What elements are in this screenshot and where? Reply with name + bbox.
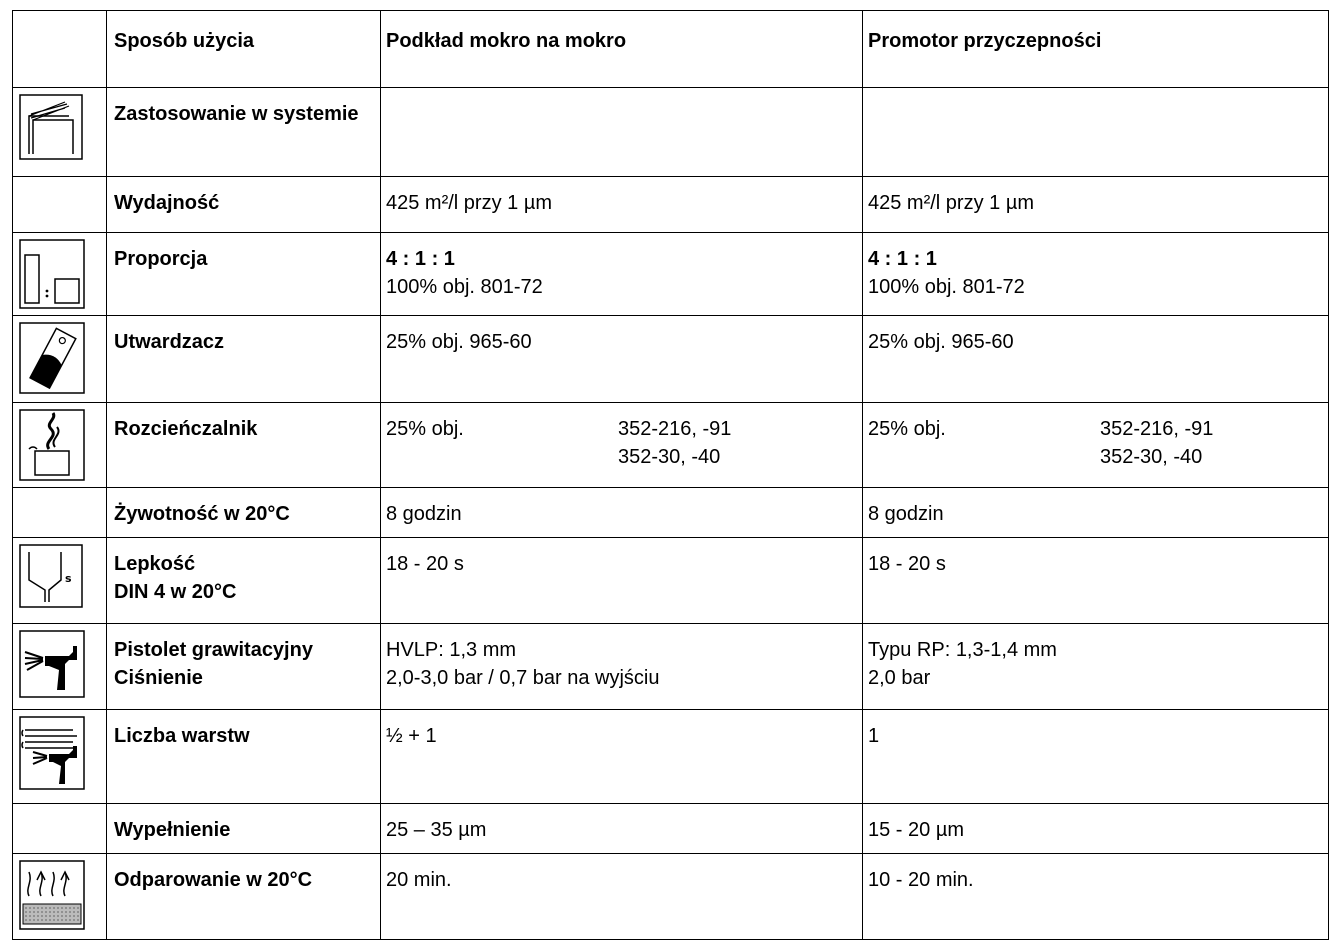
system-layers-icon: [19, 94, 83, 160]
flash-label: Odparowanie w 20°C: [106, 853, 381, 940]
mixing-ratio-icon: [19, 239, 85, 309]
ratio-2-text: 100% obj. 801-72: [868, 276, 1025, 298]
film-value-1: 25 – 35 µm: [380, 803, 863, 854]
thinner-value-2: 25% obj. 352-216, -91 352-30, -40: [862, 402, 1329, 488]
gun-2-pressure: 2,0 bar: [868, 667, 931, 689]
yield-icon-cell: [12, 176, 107, 233]
ratio-1-text: 100% obj. 801-72: [386, 276, 543, 298]
gun-value-1: HVLP: 1,3 mm 2,0-3,0 bar / 0,7 bar na wy…: [380, 623, 863, 710]
hardener-label: Utwardzacz: [106, 315, 381, 403]
system-icon-cell: [12, 87, 107, 177]
flash-icon-cell: [12, 853, 107, 940]
hardener-icon-cell: [12, 315, 107, 403]
coats-value-1: ½ + 1: [380, 709, 863, 804]
thinner-2-codes: 352-216, -91 352-30, -40: [1100, 415, 1213, 471]
spray-gun-icon: [19, 630, 85, 698]
viscosity-cup-icon: s: [19, 544, 83, 608]
thinner-icon: [19, 409, 85, 481]
thinner-icon-cell: [12, 402, 107, 488]
gun-2-nozzle: Typu RP: 1,3-1,4 mm: [868, 639, 1057, 661]
thinner-1-codes: 352-216, -91 352-30, -40: [618, 415, 731, 471]
gun-icon-cell: [12, 623, 107, 710]
potlife-label: Żywotność w 20°C: [106, 487, 381, 538]
gun-label: Pistolet grawitacyjny Ciśnienie: [106, 623, 381, 710]
film-label: Wypełnienie: [106, 803, 381, 854]
row-thinner: Rozcieńczalnik 25% obj. 352-216, -91 352…: [12, 402, 1329, 488]
viscosity-value-2: 18 - 20 s: [862, 537, 1329, 624]
thinner-label: Rozcieńczalnik: [106, 402, 381, 488]
thinner-1-amount: 25% obj.: [386, 418, 464, 440]
yield-label: Wydajność: [106, 176, 381, 233]
film-icon-cell: [12, 803, 107, 854]
viscosity-icon-cell: s: [12, 537, 107, 624]
ratio-value-1: 4 : 1 : 1 100% obj. 801-72: [380, 232, 863, 316]
potlife-value-1: 8 godzin: [380, 487, 863, 538]
thinner-value-1: 25% obj. 352-216, -91 352-30, -40: [380, 402, 863, 488]
thinner-2-code-b: 352-30, -40: [1100, 446, 1203, 468]
gun-label-line1: Pistolet grawitacyjny: [114, 639, 313, 661]
row-film: Wypełnienie 25 – 35 µm 15 - 20 µm: [12, 803, 1329, 854]
flash-off-icon: [19, 860, 85, 930]
viscosity-value-1: 18 - 20 s: [380, 537, 863, 624]
header-usage: Sposób użycia: [106, 10, 381, 88]
hardener-value-1: 25% obj. 965-60: [380, 315, 863, 403]
header-icon-cell: [12, 10, 107, 88]
gun-1-nozzle: HVLP: 1,3 mm: [386, 639, 517, 661]
film-value-2: 15 - 20 µm: [862, 803, 1329, 854]
row-flash: Odparowanie w 20°C 20 min. 10 - 20 min.: [12, 853, 1329, 940]
gun-label-line2: Ciśnienie: [114, 667, 203, 689]
row-viscosity: s Lepkość DIN 4 w 20°C 18 - 20 s 18 - 20…: [12, 537, 1329, 624]
row-system: Zastosowanie w systemie: [12, 87, 1329, 177]
row-potlife: Żywotność w 20°C 8 godzin 8 godzin: [12, 487, 1329, 538]
ratio-1-bold: 4 : 1 : 1: [386, 248, 455, 270]
thinner-2-amount: 25% obj.: [868, 418, 946, 440]
system-value-2: [862, 87, 1329, 177]
row-yield: Wydajność 425 m²/l przy 1 µm 425 m²/l pr…: [12, 176, 1329, 233]
row-gun: Pistolet grawitacyjny Ciśnienie HVLP: 1,…: [12, 623, 1329, 710]
row-ratio: Proporcja 4 : 1 : 1 100% obj. 801-72 4 :…: [12, 232, 1329, 316]
table-header-row: Sposób użycia Podkład mokro na mokro Pro…: [12, 10, 1329, 88]
header-product-1: Podkład mokro na mokro: [380, 10, 863, 88]
potlife-value-2: 8 godzin: [862, 487, 1329, 538]
svg-text:s: s: [65, 572, 72, 585]
viscosity-label: Lepkość DIN 4 w 20°C: [106, 537, 381, 624]
yield-value-1: 425 m²/l przy 1 µm: [380, 176, 863, 233]
system-label: Zastosowanie w systemie: [106, 87, 381, 177]
thinner-1-code-b: 352-30, -40: [618, 446, 721, 468]
thinner-2-code-a: 352-216, -91: [1100, 418, 1214, 440]
ratio-value-2: 4 : 1 : 1 100% obj. 801-72: [862, 232, 1329, 316]
application-table: Sposób użycia Podkład mokro na mokro Pro…: [12, 10, 1329, 940]
coats-label: Liczba warstw: [106, 709, 381, 804]
gun-value-2: Typu RP: 1,3-1,4 mm 2,0 bar: [862, 623, 1329, 710]
ratio-2-bold: 4 : 1 : 1: [868, 248, 937, 270]
potlife-icon-cell: [12, 487, 107, 538]
flash-value-1: 20 min.: [380, 853, 863, 940]
system-value-1: [380, 87, 863, 177]
coats-icon-cell: [12, 709, 107, 804]
viscosity-label-line2: DIN 4 w 20°C: [114, 581, 237, 603]
hardener-can-icon: [19, 322, 85, 394]
row-hardener: Utwardzacz 25% obj. 965-60 25% obj. 965-…: [12, 315, 1329, 403]
header-product-2: Promotor przyczepności: [862, 10, 1329, 88]
viscosity-label-line1: Lepkość: [114, 553, 196, 575]
flash-value-2: 10 - 20 min.: [862, 853, 1329, 940]
spray-coats-icon: [19, 716, 85, 790]
hardener-value-2: 25% obj. 965-60: [862, 315, 1329, 403]
ratio-label: Proporcja: [106, 232, 381, 316]
coats-value-2: 1: [862, 709, 1329, 804]
yield-value-2: 425 m²/l przy 1 µm: [862, 176, 1329, 233]
ratio-icon-cell: [12, 232, 107, 316]
row-coats: Liczba warstw ½ + 1 1: [12, 709, 1329, 804]
gun-1-pressure: 2,0-3,0 bar / 0,7 bar na wyjściu: [386, 667, 660, 689]
thinner-1-code-a: 352-216, -91: [618, 418, 732, 440]
